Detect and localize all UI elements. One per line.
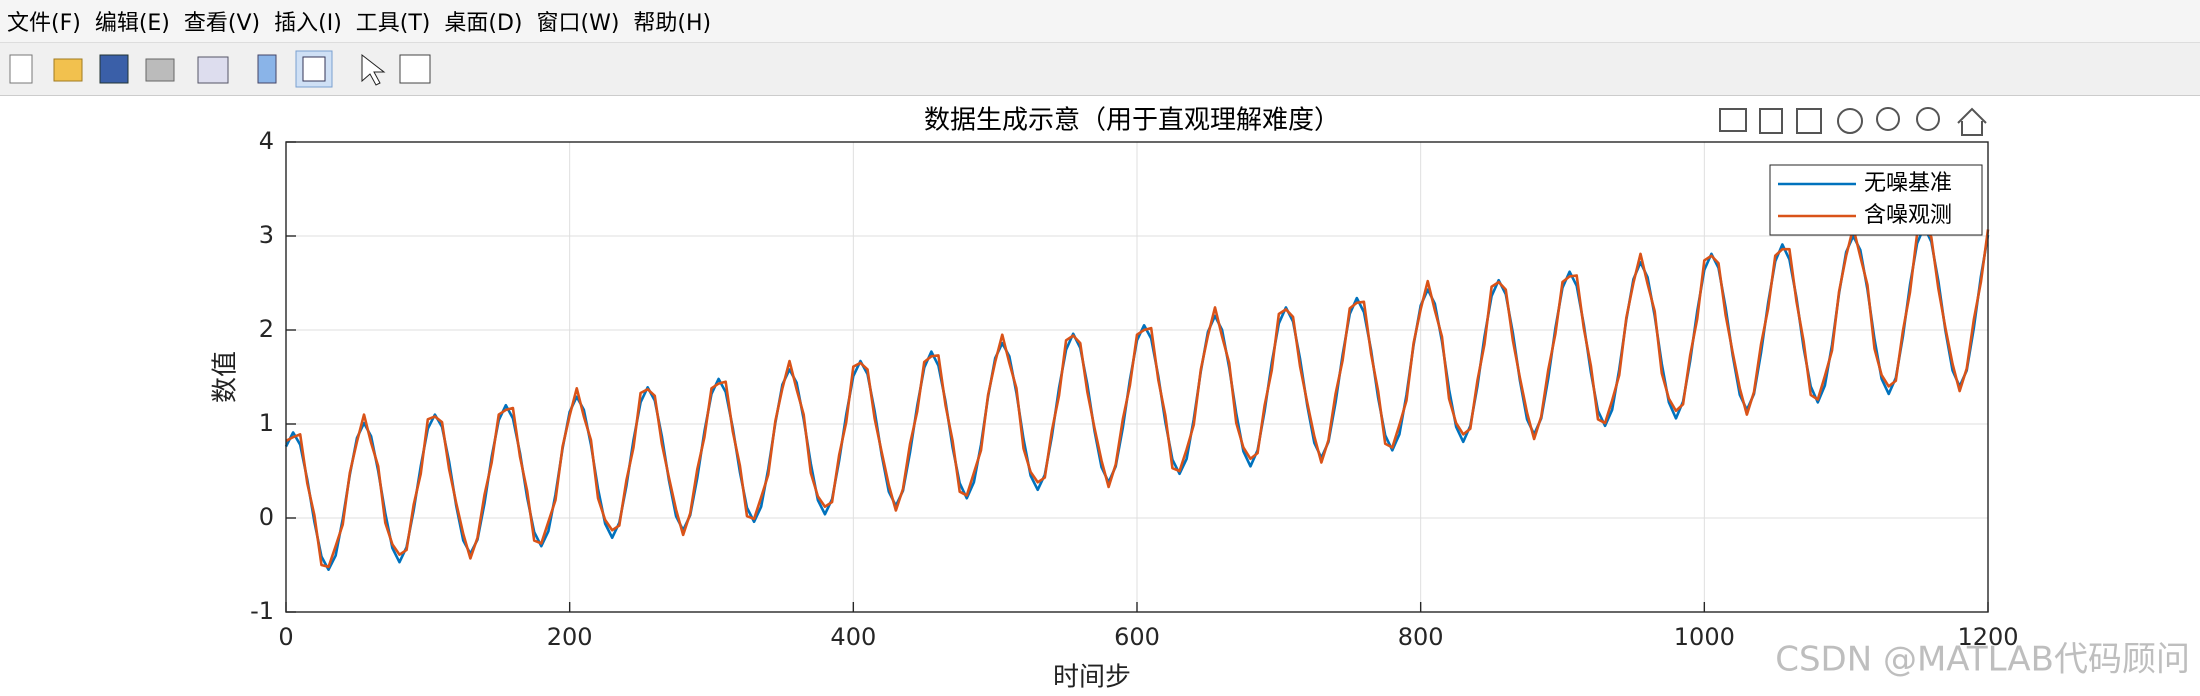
export-icon[interactable]	[1719, 108, 1747, 132]
x-tick-label: 800	[1398, 623, 1444, 651]
y-tick-label: 3	[259, 221, 274, 249]
y-tick-label: 0	[259, 503, 274, 531]
series-line	[285, 226, 1990, 569]
y-tick-label: 4	[259, 127, 274, 155]
new-icon[interactable]	[9, 54, 33, 84]
property-icon[interactable]	[399, 54, 431, 84]
x-axis-label: 时间步	[1053, 663, 1131, 693]
link-icon[interactable]	[197, 56, 229, 84]
chart: 数据生成示意（用于直观理解难度） 时间步 数值 CSDN @MATLAB代码顾问…	[211, 106, 2191, 693]
x-tick-label: 400	[830, 623, 876, 651]
watermark: CSDN @MATLAB代码顾问	[1775, 640, 2190, 680]
home-icon[interactable]	[1957, 107, 1987, 136]
axes-box	[285, 141, 1989, 613]
save-icon[interactable]	[99, 54, 129, 84]
y-tick-label: 1	[259, 409, 274, 437]
menu-bar: 文件(F) 编辑(E) 查看(V) 插入(I) 工具(T) 桌面(D) 窗口(W) 帮助(H)	[0, 0, 2200, 42]
pointer-icon[interactable]	[361, 53, 386, 86]
x-tick-label: 0	[278, 623, 293, 651]
menu-item[interactable]: 桌面(D)	[444, 11, 523, 36]
toolbar	[0, 42, 2200, 96]
x-tick-label: 200	[547, 623, 593, 651]
legend-label: 含噪观测	[1864, 203, 1952, 228]
legend-box	[1769, 164, 1983, 236]
colorbar-icon[interactable]	[257, 54, 277, 84]
toolbar-icons	[9, 50, 431, 88]
x-tick-label: 1200	[1957, 623, 2018, 651]
menu-item[interactable]: 工具(T)	[355, 11, 431, 36]
print-icon[interactable]	[145, 58, 175, 82]
y-tick-label: -1	[250, 597, 274, 625]
zoom-in-icon[interactable]	[1876, 107, 1900, 131]
pan-icon[interactable]	[1837, 108, 1863, 134]
open-icon[interactable]	[53, 58, 83, 82]
menu-item[interactable]: 插入(I)	[274, 11, 342, 36]
menu-item[interactable]: 查看(V)	[183, 11, 261, 36]
x-tick-label: 1000	[1674, 623, 1735, 651]
menu-item[interactable]: 帮助(H)	[633, 11, 712, 36]
zoom-out-icon[interactable]	[1916, 107, 1940, 131]
x-tick-label: 600	[1114, 623, 1160, 651]
chart-title: 数据生成示意（用于直观理解难度）	[924, 106, 1340, 136]
brush-icon[interactable]	[1759, 108, 1783, 134]
menu-item[interactable]: 编辑(E)	[94, 11, 170, 36]
menu-item[interactable]: 窗口(W)	[536, 11, 620, 36]
y-axis-label: 数值	[211, 351, 241, 403]
datatip-icon[interactable]	[1796, 108, 1822, 134]
y-tick-label: 2	[259, 315, 274, 343]
menu-item[interactable]: 文件(F)	[7, 11, 81, 36]
legend-label: 无噪基准	[1864, 171, 1952, 196]
axes-toolbar	[1719, 107, 1987, 136]
